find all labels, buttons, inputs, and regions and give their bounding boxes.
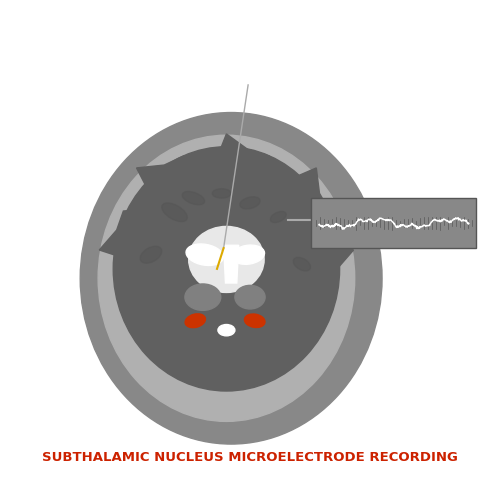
Polygon shape <box>133 283 329 349</box>
Ellipse shape <box>182 192 204 205</box>
Ellipse shape <box>185 314 206 328</box>
Ellipse shape <box>120 210 172 271</box>
Ellipse shape <box>244 314 265 328</box>
Polygon shape <box>224 246 238 283</box>
Ellipse shape <box>232 245 264 264</box>
Ellipse shape <box>186 244 224 266</box>
Ellipse shape <box>140 246 162 263</box>
Ellipse shape <box>286 224 328 276</box>
Polygon shape <box>108 283 355 354</box>
Bar <box>312 198 476 248</box>
Ellipse shape <box>240 196 260 209</box>
Ellipse shape <box>113 146 340 391</box>
Ellipse shape <box>270 212 286 222</box>
Ellipse shape <box>235 286 265 309</box>
Ellipse shape <box>218 324 235 336</box>
Ellipse shape <box>80 112 382 444</box>
Ellipse shape <box>139 288 182 326</box>
Ellipse shape <box>98 135 354 422</box>
Ellipse shape <box>188 226 264 292</box>
Polygon shape <box>100 134 354 366</box>
Ellipse shape <box>162 203 188 222</box>
Ellipse shape <box>293 258 310 271</box>
Ellipse shape <box>185 284 221 310</box>
Ellipse shape <box>212 188 231 198</box>
Text: SUBTHALAMIC NUCLEUS MICROELECTRODE RECORDING: SUBTHALAMIC NUCLEUS MICROELECTRODE RECOR… <box>42 451 458 464</box>
